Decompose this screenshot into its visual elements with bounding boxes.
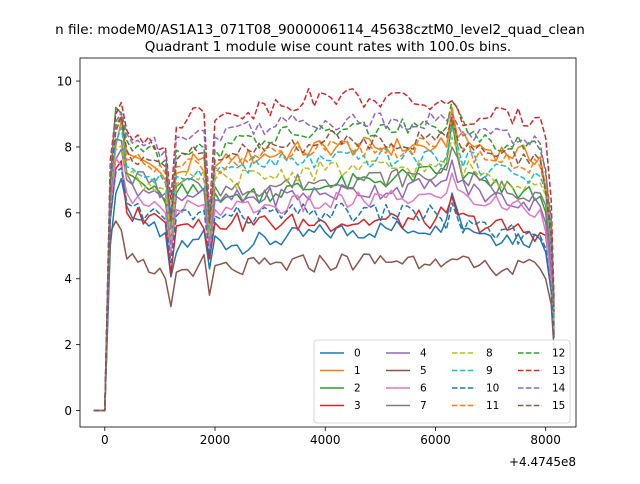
figure-suptitle: n file: modeM0/AS1A13_071T08_9000006114_… xyxy=(55,22,585,38)
legend-label-10: 10 xyxy=(486,383,499,395)
legend-label-0: 0 xyxy=(354,348,361,360)
series-line-10 xyxy=(93,167,555,412)
legend-label-2: 2 xyxy=(354,383,361,395)
legend-label-13: 13 xyxy=(552,365,565,377)
y-tick-label: 10 xyxy=(57,75,72,89)
legend-box xyxy=(313,339,571,424)
y-tick-label: 0 xyxy=(64,404,72,418)
series-line-5 xyxy=(93,220,555,412)
x-tick-label: 8000 xyxy=(530,433,561,447)
legend-label-8: 8 xyxy=(486,348,493,360)
legend-label-5: 5 xyxy=(420,365,427,377)
series-line-11 xyxy=(93,112,555,412)
series-line-0 xyxy=(93,177,555,412)
legend-label-9: 9 xyxy=(486,365,493,377)
plot-frame xyxy=(79,57,577,428)
y-axis: 0 2 4 6 8 10 xyxy=(57,75,80,418)
series-line-9 xyxy=(93,126,555,412)
x-tick-label: 2000 xyxy=(200,433,231,447)
x-tick-label: 0 xyxy=(101,433,109,447)
series-layer xyxy=(93,87,555,412)
legend-label-3: 3 xyxy=(354,400,361,412)
x-offset-label: +4.4745e8 xyxy=(509,455,576,469)
legend-label-1: 1 xyxy=(354,365,361,377)
series-line-13 xyxy=(93,87,555,412)
series-line-8 xyxy=(93,136,555,412)
x-tick-label: 4000 xyxy=(310,433,341,447)
legend-label-12: 12 xyxy=(552,348,565,360)
legend-label-4: 4 xyxy=(420,348,427,360)
y-tick-label: 4 xyxy=(64,272,72,286)
y-tick-label: 2 xyxy=(64,338,72,352)
legend-label-11: 11 xyxy=(486,400,499,412)
series-line-4 xyxy=(93,148,555,412)
x-axis: 0 2000 4000 6000 8000 xyxy=(101,427,561,447)
x-tick-label: 6000 xyxy=(420,433,451,447)
legend-label-14: 14 xyxy=(552,383,566,395)
series-line-3 xyxy=(93,160,555,412)
legend-label-7: 7 xyxy=(420,400,427,412)
y-tick-label: 8 xyxy=(64,140,72,154)
y-tick-label: 6 xyxy=(64,206,72,220)
series-line-6 xyxy=(93,157,555,412)
chart-title: Quadrant 1 module wise count rates with … xyxy=(145,39,511,55)
series-line-12 xyxy=(93,100,555,412)
legend-label-6: 6 xyxy=(420,383,427,395)
series-line-7 xyxy=(93,138,555,412)
legend-label-15: 15 xyxy=(552,400,565,412)
series-line-15 xyxy=(93,115,555,412)
